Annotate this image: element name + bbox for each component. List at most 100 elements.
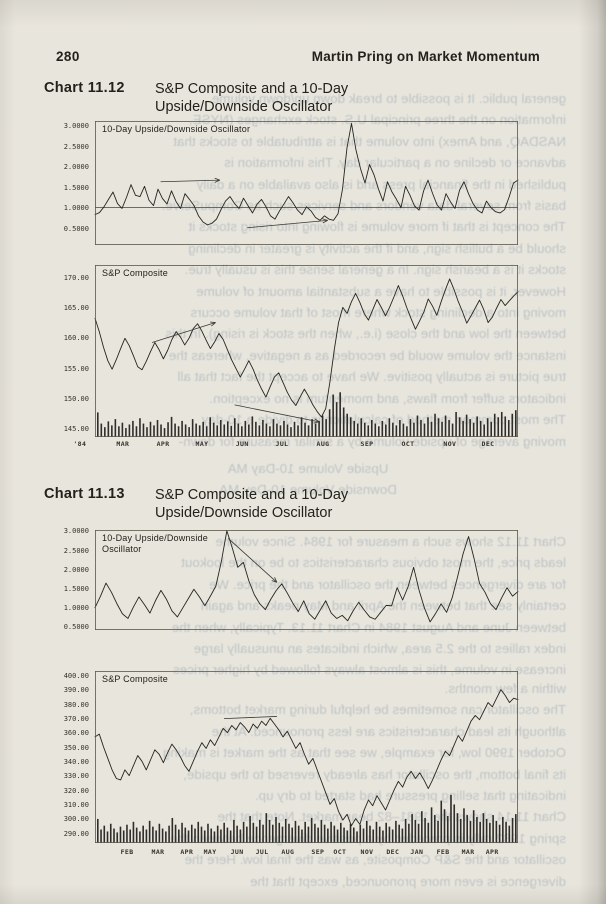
trendline [160,179,220,183]
y-tick-label: 290.00 [63,829,89,838]
volume-bar [125,428,127,437]
volume-bar [476,816,478,843]
volume-bar [265,813,268,843]
volume-bar [453,804,456,843]
volume-bar [118,426,120,437]
volume-bar [109,823,112,843]
volume-bar [349,823,352,843]
x-tick-label: NOV [443,440,457,448]
volume-bar [495,820,498,843]
volume-bar [493,413,496,437]
oscillator-1984-legend: 10-Day Upside/Downside Oscillator [102,124,250,135]
volume-bar [281,826,284,843]
volume-bar [346,413,348,437]
volume-bar [367,425,370,437]
volume-bar [352,827,355,843]
volume-bar [216,425,219,437]
sp-composite-1984-series-line [94,278,519,418]
trendline [151,322,216,343]
legend-line: S&P Composite [102,674,168,684]
volume-bar [237,423,240,437]
volume-bar [318,420,320,437]
chart-frame [95,530,519,630]
volume-bar [404,818,407,843]
volume-bar [385,424,387,437]
volume-bar [223,424,226,437]
volume-bar [346,830,349,843]
volume-bar [230,425,233,437]
volume-bar [268,819,271,843]
y-tick-label: 3.0000 [63,527,89,536]
volume-bar [294,820,297,843]
volume-bar [437,418,440,437]
sp-1990-x-axis: FEB MAR APR MAY JUN JUL AUG SEP OCT NOV DEC JAN FEB M… [95,848,518,858]
volume-bar [369,825,371,843]
sp-composite-1990-91-series-line [94,689,519,827]
volume-bar [259,819,261,843]
volume-bar [142,423,145,437]
volume-bar [297,425,299,437]
x-tick-label: MAR [116,440,130,448]
volume-bar [490,421,493,437]
y-tick-label: 170.00 [63,273,89,282]
volume-bar [489,822,491,843]
oscillator-1984-plot [94,121,519,245]
volume-bar [392,422,394,437]
volume-bar [177,426,180,437]
x-tick-label: OCT [401,440,415,448]
volume-bar [443,809,446,843]
volume-bar [97,412,99,437]
volume-bar [226,827,229,843]
volume-bar [332,394,334,437]
trendline-arrowhead [314,418,320,423]
x-tick-label: NOV [360,848,374,856]
volume-bar [188,427,190,437]
volume-bar [413,422,415,437]
y-tick-label: 0.5000 [63,224,89,233]
x-tick-label: APR [156,440,170,448]
volume-bar [163,428,166,437]
volume-bar [307,425,310,437]
legend-line: Oscillator [102,543,142,554]
chart-frame [95,265,519,437]
volume-bar [365,820,368,843]
volume-bar [171,817,174,843]
volume-bar [161,828,164,843]
volume-bar [213,831,216,843]
volume-bar [446,816,449,843]
y-tick-label: 310.00 [63,800,89,809]
chart-11-12-title-line1: S&P Composite and a 10-Day [155,81,349,97]
x-tick-label: APR [180,848,194,856]
trendline-arrowhead [214,177,220,181]
volume-bar [411,814,413,843]
volume-bar [420,420,422,437]
volume-bar [246,826,248,843]
volume-bar [505,821,507,843]
volume-bar [414,819,417,843]
volume-bar [353,420,356,437]
volume-bar [450,794,452,843]
volume-bar [374,423,377,437]
volume-bar [258,425,261,437]
volume-bar [291,827,294,843]
chart-11-12-title-line2: Upside/Downside Oscillator [155,99,333,115]
trendline-arrowhead [322,218,328,221]
volume-bar [388,418,391,437]
volume-bar [167,422,169,437]
volume-bar [114,419,117,437]
volume-bar [195,423,197,437]
volume-bar [343,827,345,843]
y-tick-label: 330.00 [63,772,89,781]
x-tick-label: MAR [461,848,475,856]
volume-bar [146,427,148,437]
volume-bar [381,420,384,437]
volume-bar [286,424,289,437]
volume-bar [479,420,482,437]
volume-bar [106,831,109,843]
volume-bar [226,421,229,437]
y-tick-label: 320.00 [63,786,89,795]
volume-bar [330,821,332,843]
trendline-arrowhead [211,322,216,327]
volume-bar [417,823,420,843]
volume-bar [205,426,208,437]
